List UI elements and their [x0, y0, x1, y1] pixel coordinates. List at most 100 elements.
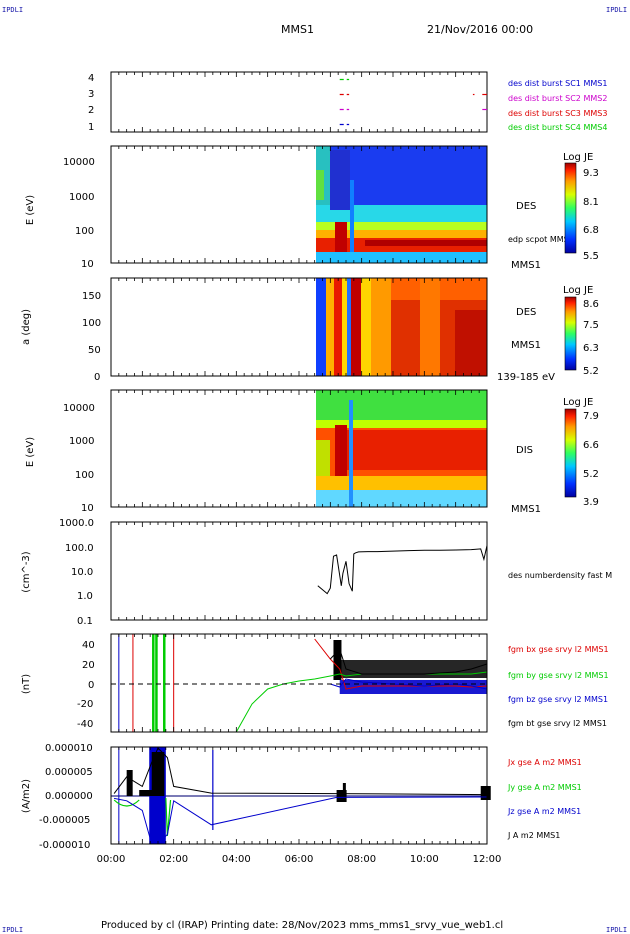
- des-energy-side-note: edp scpot MMS1: [508, 235, 574, 244]
- burst-panel: 4 3 2 1 des dist burst SC1 MMS1 des dist…: [88, 71, 607, 133]
- dis-energy-cbar-tick-4: 3.9: [583, 497, 599, 508]
- des-energy-side-label: DES: [516, 201, 536, 212]
- bfield-ytick-m20: -20: [77, 699, 93, 710]
- dis-energy-cbar-tick-1: 7.9: [583, 411, 599, 422]
- density-ytick-0.1: 0.1: [77, 616, 93, 627]
- density-ylabel: (cm^-3): [21, 551, 32, 592]
- des-pitch-ylabel: a (deg): [21, 309, 32, 345]
- des-pitch-side-label: DES: [516, 307, 536, 318]
- density-ytick-100: 100.0: [65, 543, 94, 554]
- current-legend-j: J A m2 MMS1: [507, 831, 560, 840]
- des-pitch-cbar-tick-2: 7.5: [583, 320, 599, 331]
- current-legend-jz: Jz gse A m2 MMS1: [507, 807, 581, 816]
- time-axis: 00:00 02:00 04:00 06:00 08:00 10:00 12:00: [97, 854, 502, 865]
- burst-legend-2: des dist burst SC2 MMS2: [508, 94, 607, 103]
- des-pitch-cbar-tick-3: 6.3: [583, 343, 599, 354]
- des-energy-colorbar: [564, 162, 577, 254]
- des-pitch-panel: 150 100 50 0 a (deg) DES MMS1 139-185 eV…: [21, 277, 599, 383]
- current-legend-jx: Jx gse A m2 MMS1: [507, 758, 582, 767]
- current-line-j: [113, 747, 488, 796]
- current-j-late: [342, 783, 346, 799]
- des-energy-ylabel: E (eV): [25, 195, 36, 225]
- des-energy-spectrogram: [316, 146, 487, 263]
- dis-energy-ylabel: E (eV): [25, 437, 36, 467]
- des-energy-cbar-tick-3: 6.8: [583, 225, 599, 236]
- des-pitch-ytick-150: 150: [82, 291, 101, 302]
- corner-label-tr: IPDLI: [606, 6, 627, 14]
- des-pitch-colorbar-title: Log JE: [563, 285, 593, 296]
- des-energy-cbar-tick-4: 5.5: [583, 251, 599, 262]
- burst-legend-1: des dist burst SC1 MMS1: [508, 79, 607, 88]
- time-tick-label: 04:00: [222, 854, 251, 865]
- dis-energy-bottom-label: MMS1: [511, 504, 541, 515]
- dis-energy-ytick-10: 10: [81, 503, 94, 514]
- bfield-legend-bx: fgm bx gse srvy l2 MMS1: [508, 645, 609, 654]
- dis-energy-cbar-tick-2: 6.6: [583, 440, 599, 451]
- bfield-ytick-0: 0: [88, 680, 94, 691]
- des-pitch-cbar-tick-1: 8.6: [583, 299, 599, 310]
- des-energy-ytick-10000: 10000: [63, 157, 95, 168]
- burst-ytick-1: 1: [88, 122, 94, 133]
- current-jy-curve: [113, 799, 140, 807]
- date-title: 21/Nov/2016 00:00: [427, 23, 533, 36]
- burst-frame: [110, 71, 488, 133]
- density-ytick-1: 1.0: [77, 591, 93, 602]
- time-tick-label: 00:00: [97, 854, 126, 865]
- footer-text: Produced by cl (IRAP) Printing date: 28/…: [101, 920, 503, 931]
- current-line-jz: [114, 796, 488, 845]
- dis-energy-colorbar-title: Log JE: [563, 397, 593, 408]
- density-ytick-10: 10.0: [71, 567, 93, 578]
- bfield-line-bx: [314, 638, 488, 690]
- burst-legend-3: des dist burst SC3 MMS3: [508, 109, 607, 118]
- des-pitch-bottom-label: 139-185 eV: [497, 372, 555, 383]
- dis-energy-ytick-1000: 1000: [69, 436, 94, 447]
- dis-energy-ytick-10000: 10000: [63, 403, 95, 414]
- bfield-legend-bt: fgm bt gse srvy l2 MMS1: [508, 719, 607, 728]
- current-ytick-4: -0.000005: [39, 815, 90, 826]
- current-j-late: [336, 790, 347, 802]
- des-pitch-colorbar: [564, 296, 577, 371]
- current-ytick-2: 0.000005: [45, 767, 93, 778]
- current-jy-curve: [165, 797, 172, 837]
- bfield-line-bt: [329, 648, 488, 675]
- dis-energy-side-label: DIS: [516, 445, 533, 456]
- des-pitch-ytick-100: 100: [82, 318, 101, 329]
- burst-ytick-3: 3: [88, 89, 94, 100]
- burst-ytick-2: 2: [88, 105, 94, 116]
- current-legend-jy: Jy gse A m2 MMS1: [507, 783, 582, 792]
- density-line: [317, 545, 488, 595]
- dis-energy-colorbar: [564, 408, 577, 498]
- des-pitch-spectrogram: [316, 278, 487, 376]
- des-pitch-side-sub: MMS1: [511, 340, 541, 351]
- time-tick-label: 02:00: [159, 854, 188, 865]
- des-energy-bottom-label: MMS1: [511, 260, 541, 271]
- bfield-legend-by: fgm by gse srvy l2 MMS1: [508, 671, 609, 680]
- current-ytick-3: 0.000000: [45, 791, 93, 802]
- current-j-spike: [139, 790, 160, 796]
- des-pitch-ytick-0: 0: [94, 372, 100, 383]
- density-frame: [110, 521, 488, 621]
- time-tick-label: 10:00: [410, 854, 439, 865]
- density-ytick-1000: 1000.0: [59, 518, 94, 529]
- current-ytick-1: 0.000010: [45, 743, 93, 754]
- corner-label-bl: IPDLI: [2, 926, 23, 934]
- burst-legend-4: des dist burst SC4 MMS4: [508, 123, 607, 132]
- des-energy-ytick-10: 10: [81, 259, 94, 270]
- des-energy-ytick-1000: 1000: [69, 192, 94, 203]
- current-panel: 0.000010 0.000005 0.000000 -0.000005 -0.…: [21, 743, 582, 851]
- bfield-ytick-m40: -40: [77, 719, 93, 730]
- bfield-legend-bz: fgm bz gse srvy l2 MMS1: [508, 695, 608, 704]
- density-panel: 1000.0 100.0 10.0 1.0 0.1 (cm^-3) des nu…: [21, 518, 612, 627]
- dis-energy-panel: 10000 1000 100 10 E (eV) DIS MMS1 Log JE…: [25, 389, 599, 515]
- time-tick-label: 08:00: [347, 854, 376, 865]
- bfield-bt-spike: [333, 640, 342, 680]
- time-tick-label: 06:00: [285, 854, 314, 865]
- des-pitch-ytick-50: 50: [88, 345, 101, 356]
- bfield-ylabel: (nT): [21, 674, 32, 694]
- dis-energy-spectrogram: [316, 390, 487, 507]
- spacecraft-title: MMS1: [281, 23, 314, 36]
- bfield-bt-band: [336, 660, 487, 678]
- des-pitch-cbar-tick-4: 5.2: [583, 366, 599, 377]
- corner-label-br: IPDLI: [606, 926, 627, 934]
